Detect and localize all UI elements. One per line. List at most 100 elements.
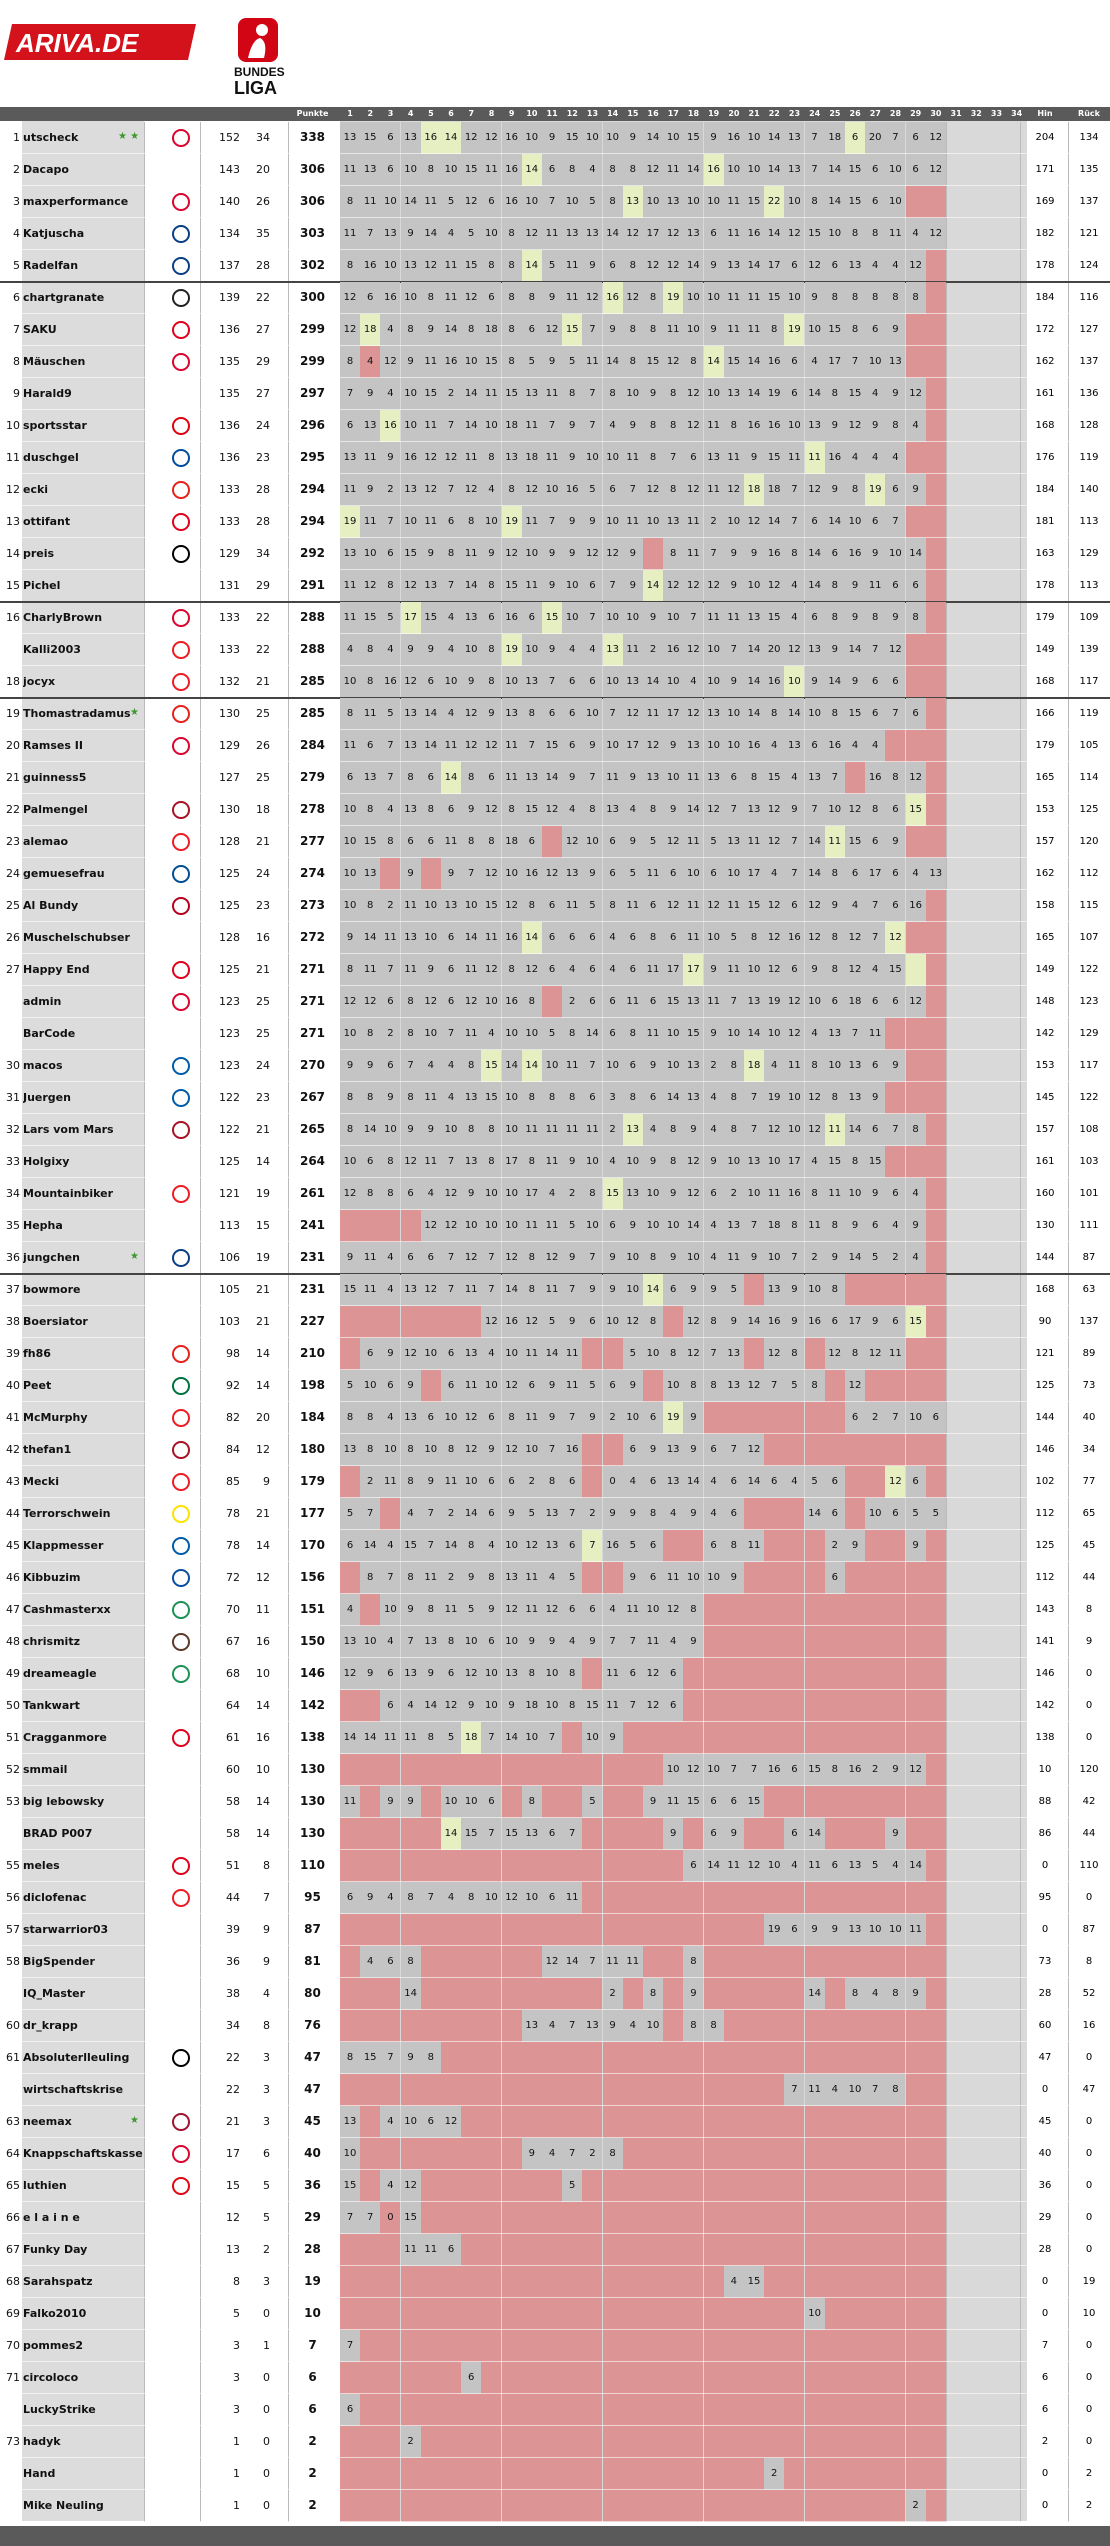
user-name[interactable]: Kibbuzim [23,1571,81,1584]
table-row[interactable]: 11 9 9 10 10 6 8 5 9 11 15 6 6 15 53 big lebowsky 58 14 13… [0,1786,1110,1818]
table-row[interactable]: 11 9 2 13 12 7 12 4 8 12 10 16 5 6 7 12 8 12 11 12 18 18 7 12 9 8… [0,474,1110,506]
user-name[interactable]: meles [23,1859,60,1872]
table-row[interactable]: 10 15 8 6 6 11 8 8 18 6 12 10 6 9 5 12 11 5 13 11 12 7 14 11 15 6… [0,826,1110,858]
user-name[interactable]: Harald9 [23,387,72,400]
user-name[interactable]: IQ_Master [23,1987,86,2000]
matchday-header-19[interactable]: 19 [708,109,720,118]
matchday-header-16[interactable]: 16 [647,109,659,118]
table-row[interactable]: 6 13 16 10 11 7 14 10 18 11 7 9 7 4 9 8 8 12 11 8 16 16 10 13 9 1… [0,410,1110,442]
matchday-header-1[interactable]: 1 [347,109,353,118]
table-row[interactable]: 9 14 11 13 10 6 14 11 16 14 6 6 6 4 6 8 6 11 10 5 8 12 16 12 8 12… [0,922,1110,954]
user-name[interactable]: Happy End [23,963,90,976]
user-name[interactable]: Hand [23,2467,56,2480]
matchday-header-12[interactable]: 12 [566,109,578,118]
user-name[interactable]: Juergen [23,1091,71,1104]
user-name[interactable]: LuckyStrike [23,2403,96,2416]
table-row[interactable]: 12 9 6 13 9 6 12 10 13 8 10 8 11 6 12 6 49 dreameagle 68 10… [0,1658,1110,1690]
table-row[interactable]: 2 11 8 9 11 10 6 6 2 8 6 0 4 6 13 14 4 6 14 6 4 5 6 12 6 43 Mecki 8… [0,1466,1110,1498]
user-name[interactable]: dr_krapp [23,2019,78,2032]
table-row[interactable]: 4 15 68 Sarahspatz 8 3 19 0 19 [0,2266,1110,2298]
table-row[interactable]: 11 15 5 17 15 4 13 6 16 6 15 10 7 10 10 9 10 7 11 11 13 15 4 6 8… [0,602,1110,634]
user-name[interactable]: preis [23,547,55,560]
user-name[interactable]: Klappmesser [23,1539,104,1552]
table-row[interactable]: 8 11 7 11 9 6 11 12 8 12 6 4 6 4 6 11 17 17 9 11 10 12 6 9 8 12 4 1… [0,954,1110,986]
user-name[interactable]: macos [23,1059,63,1072]
table-row[interactable]: 14 2 8 9 14 8 4 8 9 IQ_Master 38 4 80 28 52 [0,1978,1110,2010]
table-row[interactable]: 8 11 10 14 11 5 12 6 16 10 7 10 5 8 13 10 13 10 10 11 15 22 10… [0,186,1110,218]
user-name[interactable]: Mäuschen [23,355,86,368]
table-row[interactable]: 8 15 7 9 8 61 Absoluterlleuling 22 3 47 47 0 [0,2042,1110,2074]
user-name[interactable]: thefan1 [23,1443,72,1456]
table-row[interactable]: 10 9 4 7 2 8 64 Knappschaftskassen 17 6 40 40 0 [0,2138,1110,2170]
matchday-header-20[interactable]: 20 [728,109,740,118]
table-row[interactable]: 13 15 6 13 16 14 12 12 16 10 9 15 10 10 9 14 10 15 9 16 10 14… [0,122,1110,154]
matchday-header-10[interactable]: 10 [526,109,538,118]
table-row[interactable]: 7 70 pommes2 3 1 7 7 0 [0,2330,1110,2362]
user-name[interactable]: Knappschaftskassen [23,2147,143,2160]
matchday-header-24[interactable]: 24 [809,109,821,118]
user-name[interactable]: McMurphy [23,1411,88,1424]
table-row[interactable]: 4 8 4 9 9 4 10 8 19 10 9 4 4 13 11 2 16 12 10 7 14 20 12 13 9 14 7… [0,634,1110,666]
table-row[interactable]: 12 16 12 5 9 6 10 12 8 12 8 9 14 16 9 16 6 17 9 6 15 38 Boersi… [0,1306,1110,1338]
table-row[interactable]: 15 4 12 5 65 luthien 15 5 36 36 0 [0,2170,1110,2202]
hin-column-header[interactable]: Hin [1037,109,1053,118]
matchday-header-4[interactable]: 4 [407,109,414,118]
table-row[interactable]: 6 9 12 10 6 13 4 10 11 14 11 5 10 8 12 7 13 12 8 12 8 12 11 39 f… [0,1338,1110,1370]
ruck-column-header[interactable]: Rück [1078,109,1100,118]
user-name[interactable]: Palmengel [23,803,88,816]
table-row[interactable]: 6 14 11 12 10 4 11 6 13 5 4 14 55 meles 51 8 110 0 110 [0,1850,1110,1882]
table-row[interactable]: 9 9 6 7 4 4 8 15 14 14 10 11 7 10 6 9 10 13 2 8 18 4 11 8 10 13 6 9… [0,1050,1110,1082]
matchday-header-9[interactable]: 9 [508,109,515,118]
user-name[interactable]: Mountainbiker [23,1187,113,1200]
user-name[interactable]: alemao [23,835,69,848]
ariva-logo[interactable]: ARIVA.DE [2,22,198,62]
table-row[interactable]: 7 7 0 15 66 e l a i n e 12 5 29 29 0 [0,2202,1110,2234]
table-row[interactable]: 8 8 4 13 6 10 12 6 8 11 9 7 9 2 10 6 19 9 6 2 7 10 6 41 McMurphy… [0,1402,1110,1434]
user-name[interactable]: diclofenac [23,1891,87,1904]
table-row[interactable]: 12 12 10 10 10 11 11 5 10 6 9 10 10 14 4 13 7 18 8 11 8 9 6 4 9 3… [0,1210,1110,1242]
matchday-header-28[interactable]: 28 [889,109,902,118]
matchday-header-2[interactable]: 2 [367,109,374,118]
table-row[interactable]: 2 73 hadyk 1 0 2 2 0 [0,2426,1110,2458]
table-row[interactable]: 13 10 6 15 9 8 11 9 12 10 9 9 12 12 9 8 11 7 9 9 16 8 14 6 16 9 10… [0,538,1110,570]
table-row[interactable]: 6 14 4 15 7 14 8 4 10 12 13 6 7 16 5 6 6 8 11 2 9 9 45 Klappmes… [0,1530,1110,1562]
user-name[interactable]: circoloco [23,2371,79,2384]
table-row[interactable]: 7 11 4 10 7 8 wirtschaftskrise 22 3 47 0 47 [0,2074,1110,2106]
table-row[interactable]: 8 7 8 11 2 9 8 13 11 4 5 9 6 11 10 10 9 6 46 Kibbuzim 72 12 15… [0,1562,1110,1594]
user-name[interactable]: Holgixy [23,1155,70,1168]
matchday-header-29[interactable]: 29 [910,109,922,118]
user-name[interactable]: fh86 [23,1347,51,1360]
table-row[interactable]: 13 11 9 16 12 12 11 8 13 18 11 9 10 10 11 8 7 6 13 11 9 15 11 1… [0,442,1110,474]
user-name[interactable]: Funky Day [23,2243,88,2256]
matchday-header-30[interactable]: 30 [930,109,942,118]
user-name[interactable]: Terrorschwein [23,1507,111,1520]
user-name[interactable]: e l a i n e [23,2211,80,2224]
user-name[interactable]: dreameagle [23,1667,97,1680]
user-name[interactable]: Al Bundy [23,899,79,912]
user-name[interactable]: chrismitz [23,1635,80,1648]
matchday-header-7[interactable]: 7 [468,109,475,118]
table-row[interactable]: 14 15 7 15 13 6 7 9 6 9 6 14 9 BRAD P007 58 14 130 86 44 [0,1818,1110,1850]
user-name[interactable]: utscheck [23,131,79,144]
user-name[interactable]: Tankwart [23,1699,80,1712]
bundesliga-logo[interactable]: BUNDES LIGA [234,18,294,98]
user-name[interactable]: Falko2010 [23,2307,87,2320]
table-row[interactable]: 8 16 10 13 12 11 15 8 8 14 5 11 9 6 8 12 12 14 9 13 14 17 6 12 6… [0,250,1110,282]
user-name[interactable]: guinness5 [23,771,87,784]
matchday-header-32[interactable]: 32 [970,109,982,118]
table-row[interactable]: 10 12 10 7 7 16 6 15 8 16 2 9 12 52 smmail 60 10 130 10 120 [0,1754,1110,1786]
table-row[interactable]: 19 11 7 10 11 6 8 10 19 11 7 9 9 10 11 10 13 11 2 10 12 14 7 6 1… [0,506,1110,538]
table-row[interactable]: 6 LuckyStrike 3 0 6 6 0 [0,2394,1110,2426]
matchday-header-23[interactable]: 23 [788,109,801,118]
user-name[interactable]: Cragganmore [23,1731,107,1744]
user-name[interactable]: bowmore [23,1283,81,1296]
user-name[interactable]: Katjuscha [23,227,85,240]
user-name[interactable]: gemuesefrau [23,867,105,880]
user-name[interactable]: neemax [23,2115,72,2128]
user-name[interactable]: jungchen [23,1251,80,1264]
table-row[interactable]: 6 71 circoloco 3 0 6 6 0 [0,2362,1110,2394]
matchday-header-18[interactable]: 18 [687,109,700,118]
matchday-header-17[interactable]: 17 [667,109,679,118]
table-row[interactable]: 12 18 4 8 9 14 8 18 8 6 12 15 7 9 8 8 11 10 9 11 11 8 19 10 15 8 6… [0,314,1110,346]
user-name[interactable]: Boersiator [23,1315,88,1328]
